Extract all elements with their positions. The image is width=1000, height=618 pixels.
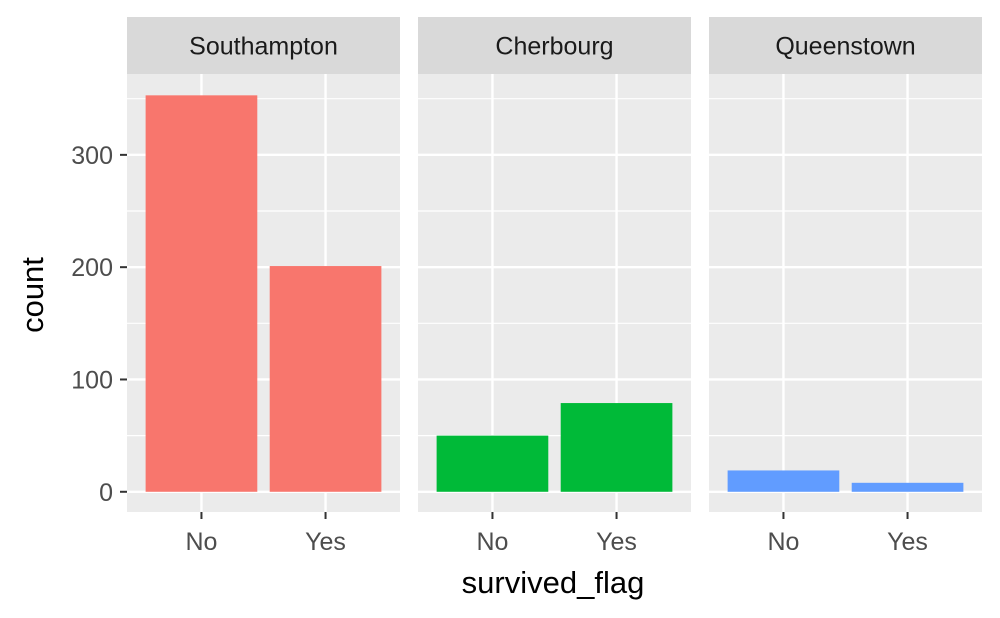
x-tick-label: Yes xyxy=(305,528,346,556)
facet-panel: Southampton No Yes xyxy=(127,17,400,556)
x-tick-label: Yes xyxy=(596,528,637,556)
x-axis-title: survived_flag xyxy=(462,565,645,600)
facet-strip xyxy=(709,17,982,74)
y-tick-label: 100 xyxy=(71,366,113,394)
x-tick-label: Yes xyxy=(887,528,928,556)
bar xyxy=(727,470,840,492)
y-tick-label: 0 xyxy=(99,479,113,507)
bar xyxy=(560,403,673,492)
facet-strip xyxy=(418,17,691,74)
bar xyxy=(145,95,258,492)
panel-background xyxy=(709,74,982,512)
facet-strip xyxy=(127,17,400,74)
bar xyxy=(851,482,964,492)
facet-strip-label: Queenstown xyxy=(775,33,915,61)
y-tick-label: 200 xyxy=(71,254,113,282)
y-axis-title: count xyxy=(15,257,50,333)
facet-panel: Cherbourg No Yes xyxy=(418,17,691,556)
bar xyxy=(436,435,549,492)
x-tick-label: No xyxy=(185,528,217,556)
x-tick-label: No xyxy=(767,528,799,556)
x-tick-label: No xyxy=(476,528,508,556)
facet-panel: Queenstown No Yes xyxy=(709,17,982,556)
y-axis: 0 100 200 300 xyxy=(71,142,127,507)
y-tick-label: 300 xyxy=(71,142,113,170)
bar xyxy=(269,266,382,492)
facet-strip-label: Southampton xyxy=(189,33,338,61)
facet-strip-label: Cherbourg xyxy=(495,33,613,61)
